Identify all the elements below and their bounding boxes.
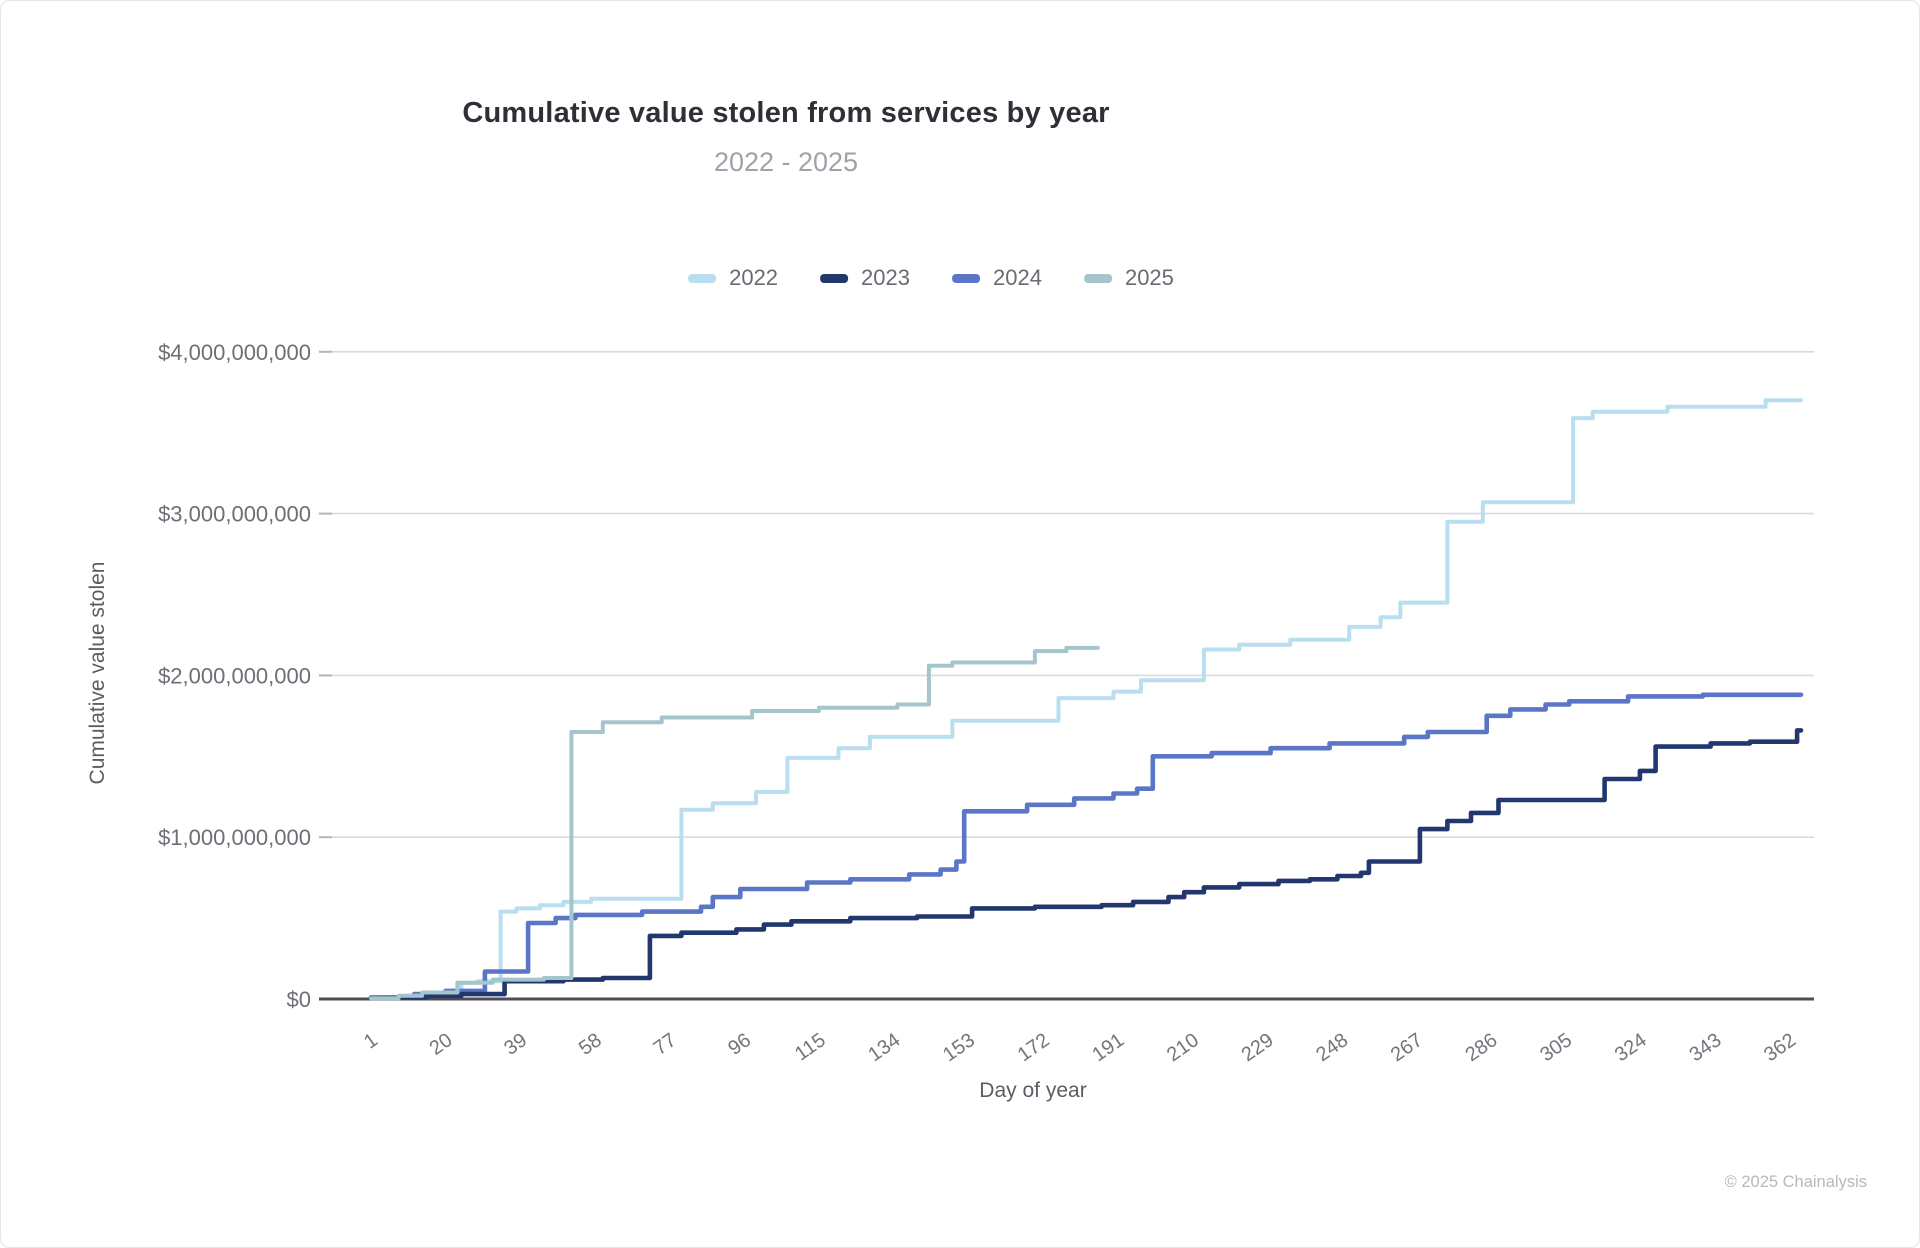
legend-item-2023: 2023 <box>820 265 910 291</box>
x-tick-label: 20 <box>426 1029 457 1060</box>
legend-swatch <box>820 273 849 283</box>
legend-label: 2025 <box>1124 265 1174 290</box>
y-tick-label: $1,000,000,000 <box>158 825 311 850</box>
x-tick-label: 248 <box>1312 1029 1352 1066</box>
copyright-text: © 2025 Chainalysis <box>1724 1173 1867 1191</box>
legend-label: 2023 <box>861 265 910 290</box>
x-tick-label: 229 <box>1238 1029 1278 1066</box>
x-axis-title: Day of year <box>979 1079 1087 1102</box>
y-tick-label: $0 <box>287 987 311 1012</box>
legend-label: 2024 <box>993 265 1042 290</box>
legend-item-2025: 2025 <box>1083 265 1174 291</box>
legend-label: 2022 <box>729 265 779 290</box>
x-tick-label: 96 <box>724 1029 755 1060</box>
x-tick-label: 286 <box>1462 1029 1502 1066</box>
series-line-2023 <box>368 728 1804 1001</box>
x-tick-label: 153 <box>939 1029 979 1066</box>
legend-swatch <box>952 273 980 283</box>
x-tick-label: 362 <box>1760 1029 1800 1066</box>
x-tick-label: 58 <box>575 1029 606 1060</box>
x-tick-label: 1 <box>360 1029 382 1053</box>
legend-swatch <box>1083 273 1112 283</box>
x-tick-label: 39 <box>500 1029 531 1060</box>
chart-title: Cumulative value stolen from services by… <box>462 97 1110 129</box>
x-tick-label: 191 <box>1088 1029 1128 1066</box>
x-tick-label: 115 <box>791 1029 830 1065</box>
chart-subtitle: 2022 - 2025 <box>713 147 859 177</box>
x-tick-label: 324 <box>1611 1029 1651 1066</box>
y-tick-label: $4,000,000,000 <box>158 340 311 365</box>
legend: 2022 2023 2024 2025 <box>688 265 1174 291</box>
legend-item-2022: 2022 <box>688 265 778 291</box>
y-tick-label: $3,000,000,000 <box>158 502 311 527</box>
series-line-2024 <box>368 692 1804 1000</box>
y-tick-label: $2,000,000,000 <box>158 663 311 688</box>
legend-item-2024: 2024 <box>952 265 1042 291</box>
x-tick-label: 210 <box>1163 1029 1203 1066</box>
x-tick-label: 134 <box>864 1029 904 1066</box>
x-tick-label: 267 <box>1387 1029 1427 1066</box>
series-line-2025 <box>369 645 1100 1001</box>
x-tick-label: 305 <box>1536 1029 1576 1066</box>
x-tick-label: 172 <box>1014 1029 1054 1066</box>
x-tick-label: 343 <box>1685 1029 1725 1066</box>
legend-swatch <box>688 273 717 283</box>
x-tick-label: 77 <box>650 1029 681 1060</box>
